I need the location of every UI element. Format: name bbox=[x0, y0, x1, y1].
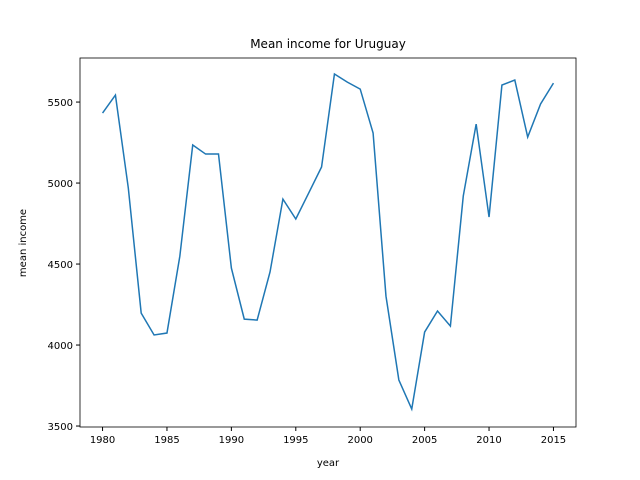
x-tick-label: 2010 bbox=[476, 435, 501, 446]
y-tick-label: 4000 bbox=[48, 341, 73, 352]
x-tick-label: 2015 bbox=[541, 435, 566, 446]
y-axis-label: mean income bbox=[18, 209, 29, 277]
x-axis-label: year bbox=[317, 458, 340, 469]
chart-title: Mean income for Uruguay bbox=[250, 37, 406, 51]
x-tick-label: 1995 bbox=[283, 435, 308, 446]
x-tick-label: 1985 bbox=[154, 435, 179, 446]
x-tick-label: 2000 bbox=[347, 435, 372, 446]
x-tick-label: 1990 bbox=[219, 435, 244, 446]
line bbox=[101, 72, 555, 412]
y-tick-label: 4500 bbox=[48, 260, 73, 271]
y-tick-label: 3500 bbox=[48, 422, 73, 433]
x-tick-label: 2005 bbox=[412, 435, 437, 446]
y-tick-label: 5000 bbox=[48, 179, 73, 190]
x-tick-label: 1980 bbox=[90, 435, 115, 446]
axes-frame bbox=[79, 57, 577, 428]
y-tick-label: 5500 bbox=[48, 98, 73, 109]
